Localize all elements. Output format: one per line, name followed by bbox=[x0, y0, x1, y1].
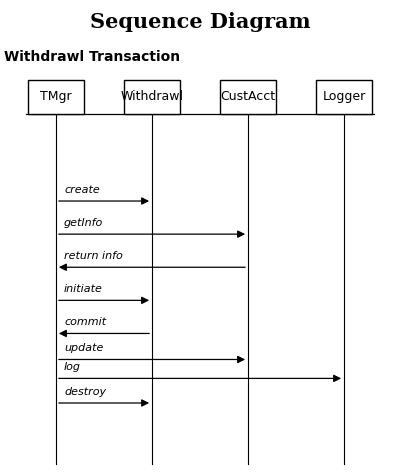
Text: TMgr: TMgr bbox=[40, 90, 72, 104]
Text: commit: commit bbox=[64, 317, 106, 327]
Text: update: update bbox=[64, 343, 103, 353]
Text: Sequence Diagram: Sequence Diagram bbox=[90, 12, 310, 32]
Text: initiate: initiate bbox=[64, 284, 103, 294]
Text: Logger: Logger bbox=[322, 90, 366, 104]
Text: return info: return info bbox=[64, 251, 123, 261]
Text: Withdrawl: Withdrawl bbox=[120, 90, 184, 104]
Text: Withdrawl Transaction: Withdrawl Transaction bbox=[4, 50, 180, 64]
Text: CustAcct: CustAcct bbox=[220, 90, 276, 104]
Text: destroy: destroy bbox=[64, 387, 106, 397]
Bar bbox=[316, 80, 372, 114]
Text: create: create bbox=[64, 185, 100, 195]
Bar bbox=[220, 80, 276, 114]
Text: log: log bbox=[64, 362, 81, 372]
Bar bbox=[28, 80, 84, 114]
Bar bbox=[124, 80, 180, 114]
Text: getInfo: getInfo bbox=[64, 218, 103, 228]
